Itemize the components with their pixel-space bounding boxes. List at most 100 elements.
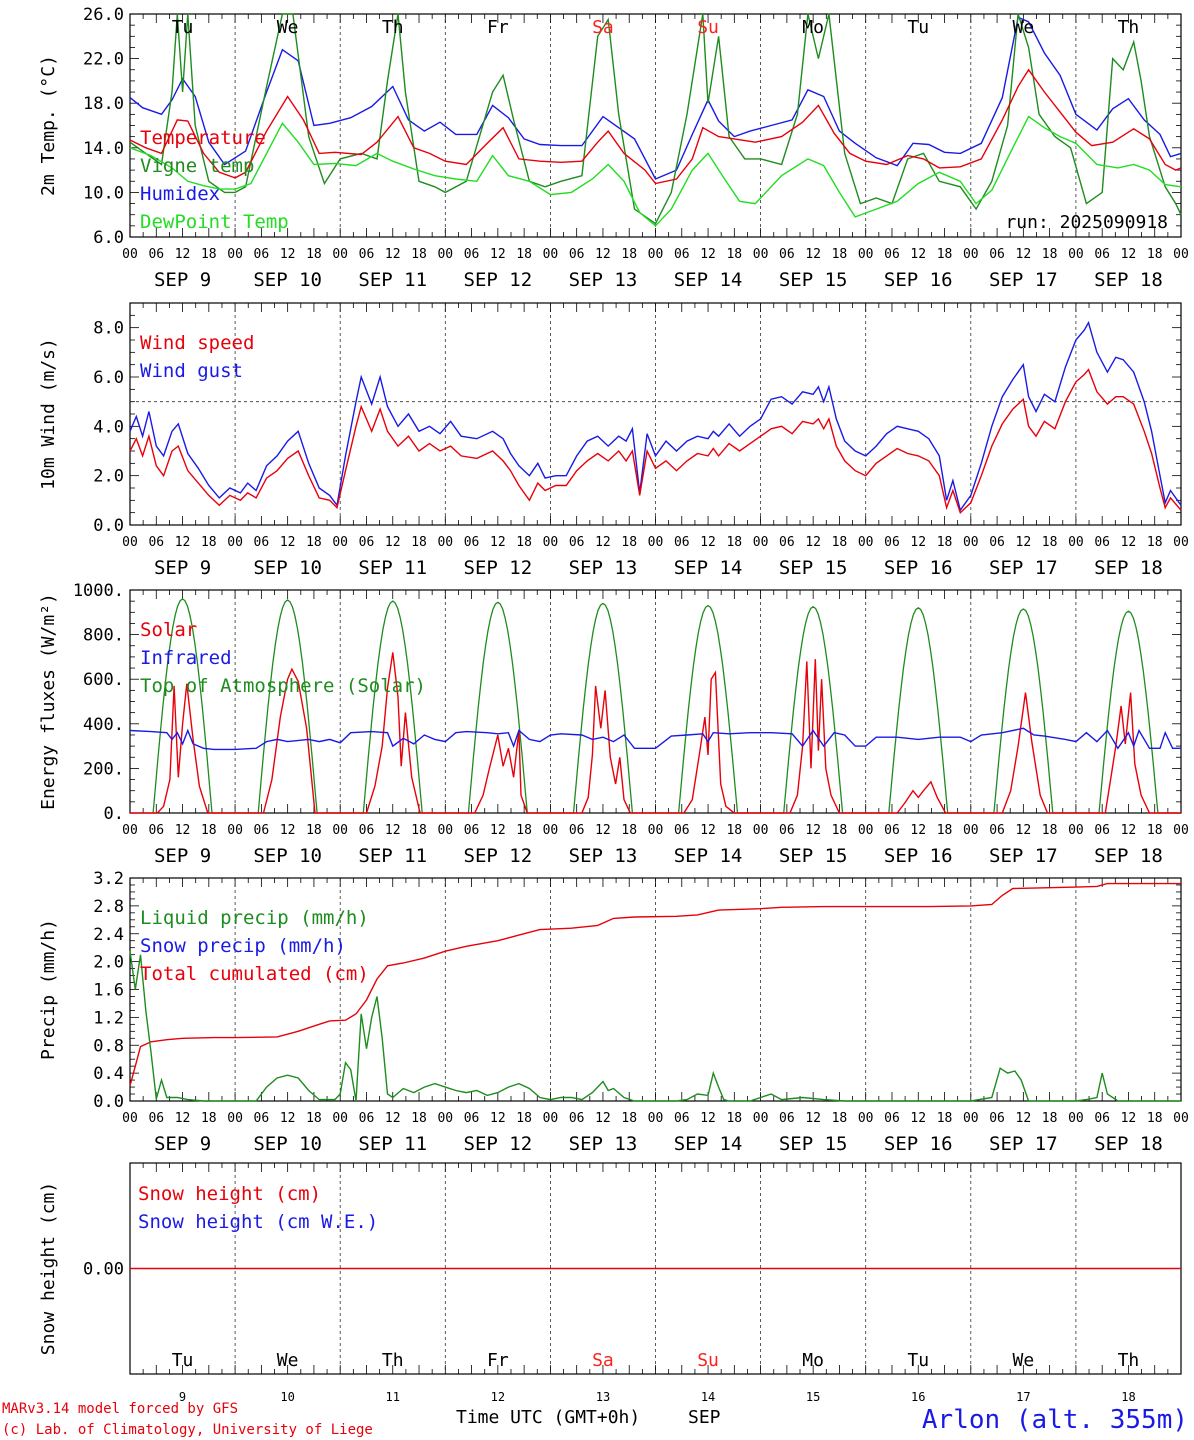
hour-tick-label: 18 [1147,823,1163,838]
weekday-label: We [277,17,299,38]
hour-tick-label: 06 [884,247,900,262]
hour-tick-label: 00 [437,1111,453,1126]
hour-tick-label: 12 [1121,535,1137,550]
date-label: SEP 13 [569,845,638,867]
hour-tick-label: 12 [1016,1111,1032,1126]
hour-tick-label: 00 [753,535,769,550]
day-number-label: 11 [386,1390,400,1404]
hour-tick-label: 18 [201,247,217,262]
y-tick-label: 1000. [73,581,124,601]
hour-tick-label: 00 [227,535,243,550]
legend-entry: DewPoint Temp [140,211,289,233]
hour-tick-label: 06 [1094,247,1110,262]
date-label: SEP 13 [569,557,638,579]
weekday-label: We [277,1350,299,1371]
hour-tick-label: 00 [437,823,453,838]
hour-tick-label: 00 [1068,535,1084,550]
hour-tick-label: 12 [490,535,506,550]
hour-tick-label: 12 [175,823,191,838]
hour-tick-label: 12 [385,535,401,550]
day-number-label: 9 [179,1390,186,1404]
date-label: SEP 17 [989,845,1058,867]
day-number-label: 17 [1016,1390,1030,1404]
hour-tick-label: 00 [122,535,138,550]
x-axis-title: Time UTC (GMT+0h) [456,1407,640,1428]
date-label: SEP 9 [154,1133,211,1155]
hour-tick-label: 00 [753,1111,769,1126]
weekday-label: Th [1118,17,1140,38]
date-label: SEP 11 [358,1133,427,1155]
hour-tick-label: 06 [254,535,270,550]
hour-tick-label: 06 [148,247,164,262]
date-label: SEP 18 [1094,269,1163,291]
hour-tick-label: 00 [1068,1111,1084,1126]
hour-tick-label: 06 [989,535,1005,550]
series-line-infrared [129,727,1181,751]
legend-entry: Solar [140,619,197,641]
hour-tick-label: 06 [464,823,480,838]
date-label: SEP 14 [674,845,743,867]
date-label: SEP 18 [1094,557,1163,579]
date-label: SEP 17 [989,1133,1058,1155]
y-tick-label: 0.4 [93,1064,124,1084]
day-number-label: 16 [911,1390,925,1404]
hour-tick-label: 00 [543,535,559,550]
hour-tick-label: 18 [726,1111,742,1126]
hour-tick-label: 18 [1147,247,1163,262]
y-tick-label: 0.0 [93,1092,124,1112]
y-tick-label: 0.8 [93,1036,124,1056]
hour-tick-label: 12 [280,535,296,550]
hour-tick-label: 06 [464,535,480,550]
series-line-liquid-precip-mm-h [129,951,1181,1102]
hour-tick-label: 12 [805,1111,821,1126]
legend-entry: Snow height (cm) [138,1183,321,1205]
y-tick-label: 0.00 [83,1260,124,1280]
hour-tick-label: 06 [148,535,164,550]
day-number-label: 13 [596,1390,610,1404]
hour-tick-label: 12 [805,535,821,550]
hour-tick-label: 12 [595,1111,611,1126]
hour-tick-label: 06 [674,1111,690,1126]
hour-tick-label: 12 [1016,247,1032,262]
hour-tick-label: 12 [700,247,716,262]
date-label: SEP 16 [884,1133,953,1155]
series-line-humidex [129,16,1182,180]
date-label: SEP 14 [674,1133,743,1155]
weekday-label: Mo [802,17,824,38]
hour-tick-label: 06 [674,535,690,550]
hour-tick-label: 18 [1147,1111,1163,1126]
hour-tick-label: 12 [490,823,506,838]
hour-tick-label: 18 [411,1111,427,1126]
y-tick-label: 600. [83,670,124,690]
series-line-wind-speed [129,368,1182,514]
weekday-label: We [1013,1350,1035,1371]
date-label: SEP 15 [779,557,848,579]
date-label: SEP 9 [154,269,211,291]
y-tick-label: 4.0 [93,417,124,437]
y-axis-label: 10m Wind (m/s) [38,338,59,490]
hour-tick-label: 00 [332,247,348,262]
hour-tick-label: 06 [569,247,585,262]
chart-panel-5: 0.00 Snow height (cm) Snow height (cm) Snow… [38,1162,1182,1404]
hour-tick-label: 06 [569,1111,585,1126]
day-number-label: 18 [1121,1390,1135,1404]
meteogram-panels: 6.0 10.0 14.0 18.0 22.0 26.0 2m Temp. (°C) Temp… [38,5,1189,1404]
hour-tick-label: 12 [595,823,611,838]
hour-tick-label: 06 [884,1111,900,1126]
hour-tick-label: 06 [464,247,480,262]
hour-tick-label: 18 [306,1111,322,1126]
y-tick-label: 2.0 [93,953,124,973]
hour-tick-label: 12 [910,535,926,550]
date-label: SEP 10 [253,845,322,867]
hour-tick-label: 18 [726,535,742,550]
legend-entry: Humidex [140,183,220,205]
y-tick-label: 2.0 [93,467,124,487]
hour-tick-label: 06 [674,247,690,262]
series-line-wind-gust [129,320,1182,512]
hour-tick-label: 06 [569,535,585,550]
hour-tick-label: 06 [674,823,690,838]
date-label: SEP 11 [358,557,427,579]
run-annotation: run: 2025090918 [1005,212,1168,233]
hour-tick-label: 18 [516,1111,532,1126]
hour-tick-label: 12 [385,823,401,838]
